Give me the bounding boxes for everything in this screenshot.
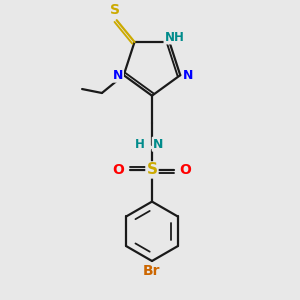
Text: N: N — [183, 69, 194, 82]
Text: O: O — [112, 163, 124, 177]
Text: N: N — [153, 138, 163, 151]
Text: N: N — [112, 69, 123, 82]
Text: S: S — [146, 162, 158, 177]
Text: Br: Br — [143, 264, 161, 278]
Text: S: S — [110, 3, 120, 17]
Text: NH: NH — [164, 31, 184, 44]
Text: O: O — [180, 163, 192, 177]
Text: H: H — [135, 138, 145, 151]
